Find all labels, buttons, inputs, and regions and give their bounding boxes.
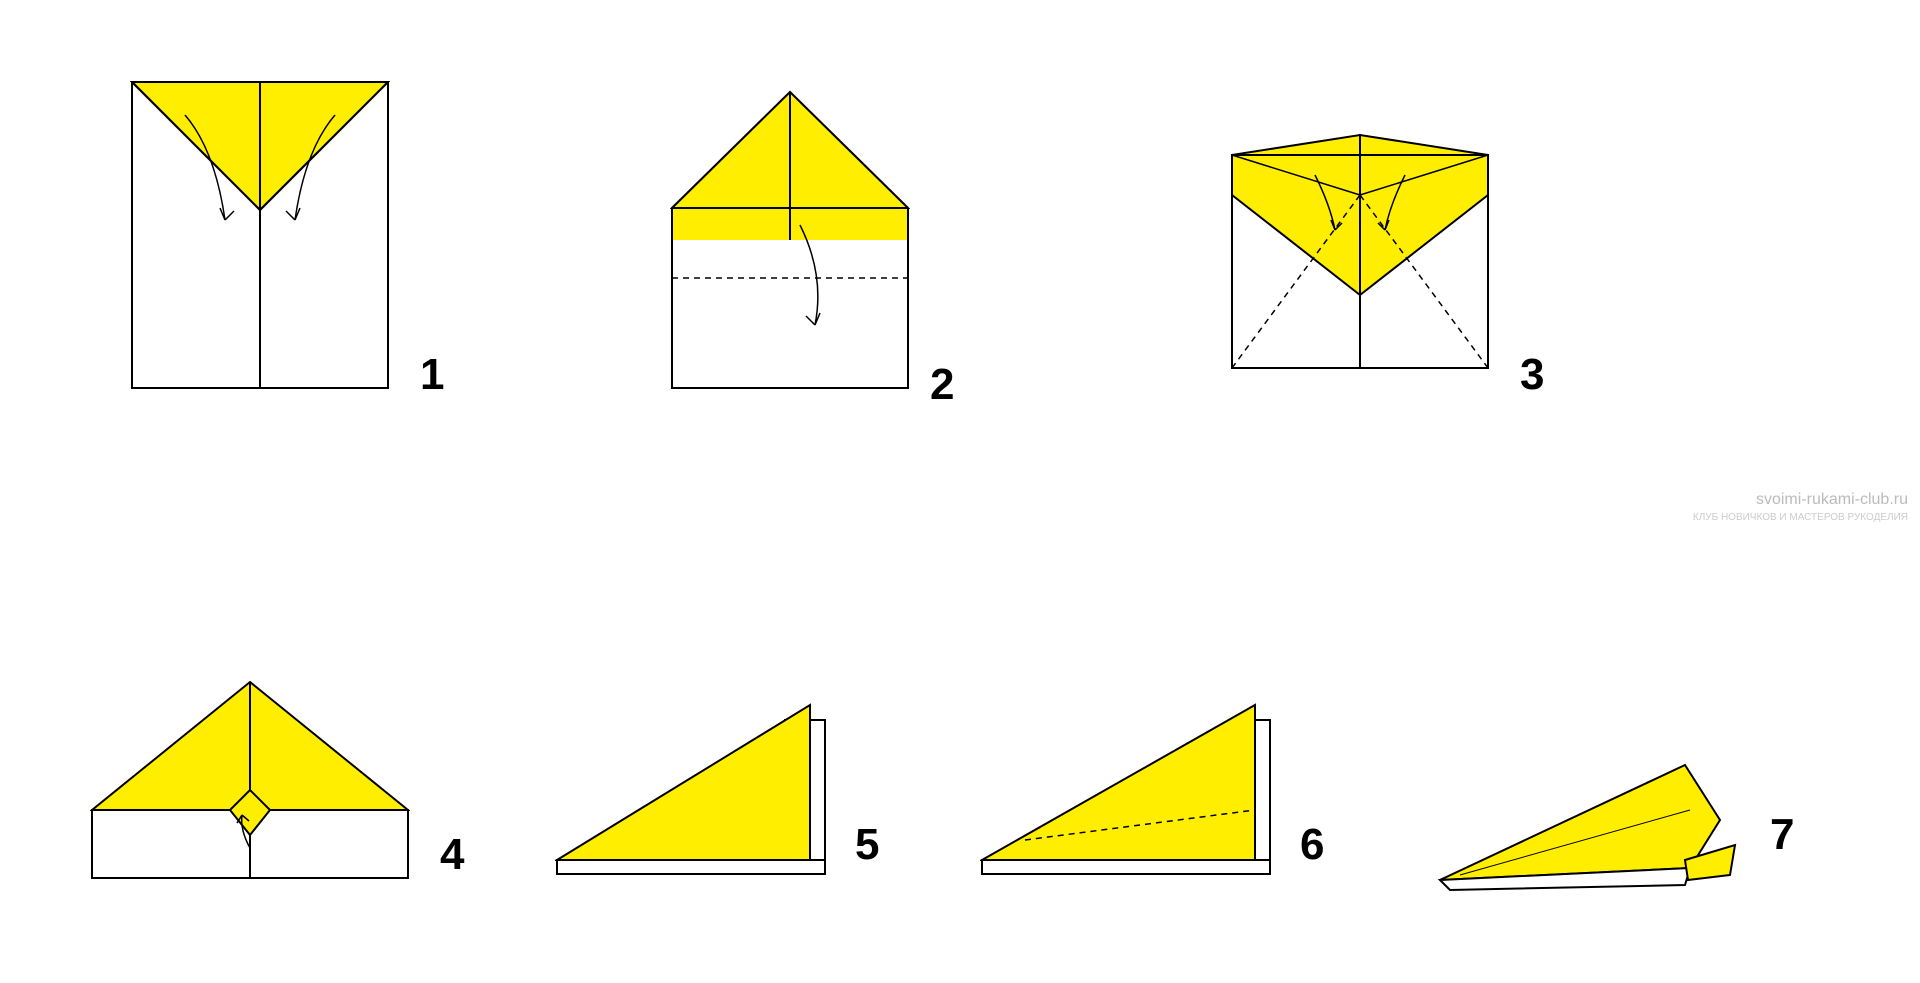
step-5-label: 5 [855,820,879,870]
step-1 [130,80,390,390]
step-7 [1430,750,1750,900]
step-5-svg [555,700,835,880]
step-1-svg [130,80,390,390]
watermark-site: svoimi-rukami-club.ru [1693,490,1908,511]
step-7-svg [1430,750,1750,900]
step-6-svg [980,700,1280,880]
step-3 [1230,130,1490,370]
step-2-svg [670,90,910,390]
step-3-svg [1230,130,1490,370]
step-4 [90,680,410,880]
step-4-label: 4 [440,830,464,880]
step-2-label: 2 [930,360,954,410]
step-6-label: 6 [1300,820,1324,870]
step-6 [980,700,1280,880]
step-4-svg [90,680,410,880]
step-3-label: 3 [1520,350,1544,400]
step-5 [555,700,835,880]
step-1-label: 1 [420,350,444,400]
step-2 [670,90,910,390]
watermark-tagline: КЛУБ НОВИЧКОВ И МАСТЕРОВ РУКОДЕЛИЯ [1693,511,1908,524]
step-7-label: 7 [1770,810,1794,860]
watermark: svoimi-rukami-club.ru КЛУБ НОВИЧКОВ И МА… [1693,490,1908,524]
